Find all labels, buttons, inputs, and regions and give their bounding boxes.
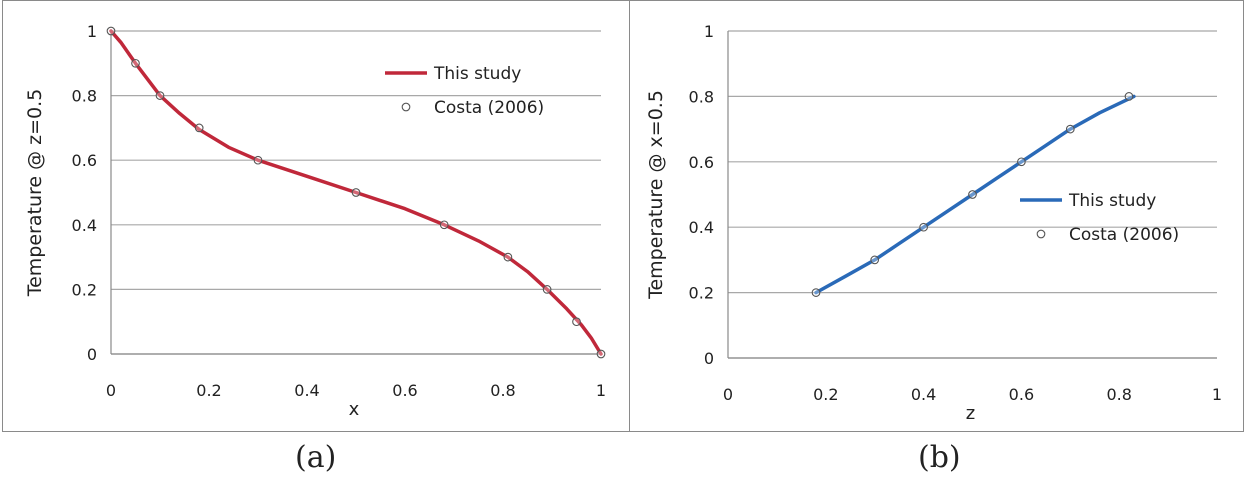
x-tick-label-a: 1 [596, 381, 606, 400]
data-point-a [155, 91, 165, 100]
data-point-b [1017, 157, 1026, 167]
data-point-a [194, 123, 204, 133]
y-tick-label-a: 0.6 [72, 151, 97, 170]
y-axis-title-b: Temperature @ x=0.5 [645, 90, 667, 300]
data-point-a [572, 317, 581, 327]
x-tick-label-a: 0 [106, 381, 116, 400]
caption-b: (b) [918, 440, 961, 475]
data-point-b [870, 255, 880, 265]
chart-panel-a: 0 0.2 0.4 0.6 0.8 1 0 0.2 0.4 0.6 0.8 1 x Temperature… [2, 0, 630, 432]
x-tick-label-b: 1 [1212, 385, 1222, 404]
chart-panel-b: 0 0.2 0.4 0.6 0.8 1 0 0.2 0.4 0.6 0.8 1 z Temperature… [629, 0, 1244, 432]
x-tick-label-a: 0.2 [196, 381, 221, 400]
y-tick-label-a: 0.8 [72, 87, 97, 106]
caption-a: (a) [295, 440, 337, 475]
y-tick-label-a: 1 [87, 22, 97, 41]
y-axis-title-a: Temperature @ z=0.5 [24, 89, 46, 298]
legend-label-a: Costa (2006) [434, 98, 544, 118]
chart-a-svg: 0 0.2 0.4 0.6 0.8 1 0 0.2 0.4 0.6 0.8 1 x Temperature… [24, 22, 606, 420]
y-tick-label-b: 0.2 [689, 284, 714, 303]
x-tick-label-a: 0.8 [490, 381, 515, 400]
y-tick-label-b: 0.8 [689, 87, 714, 106]
x-tick-label-a: 0.6 [392, 381, 417, 400]
x-axis-title-a: x [349, 399, 360, 420]
data-point-a [131, 58, 140, 68]
y-tick-label-b: 1 [704, 22, 714, 41]
data-point-b [919, 222, 928, 232]
data-point-a [596, 349, 606, 359]
series-line-b [814, 94, 1136, 295]
legend-label-a: This study [433, 64, 521, 84]
data-point-a [439, 220, 449, 230]
legend-label-b: This study [1068, 191, 1156, 211]
y-tick-label-b: 0.4 [689, 218, 714, 237]
x-tick-label-b: 0.6 [1009, 385, 1034, 404]
legend-swatch-marker-a [401, 102, 411, 112]
y-tick-label-b: 0 [704, 349, 714, 368]
x-tick-label-b: 0.4 [911, 385, 936, 404]
x-axis-title-b: z [966, 403, 975, 424]
data-point-b [1065, 124, 1075, 134]
x-tick-label-b: 0.2 [813, 385, 838, 404]
x-tick-label-a: 0.4 [294, 381, 319, 400]
data-point-a [542, 285, 552, 294]
y-tick-label-b: 0.6 [689, 153, 714, 172]
series-line-a [109, 29, 603, 356]
y-tick-label-a: 0.4 [72, 216, 97, 235]
y-tick-label-a: 0.2 [72, 280, 97, 299]
data-point-a [106, 26, 116, 36]
data-point-b [811, 288, 821, 297]
legend-swatch-marker-b [1036, 229, 1046, 239]
data-point-b [1124, 92, 1134, 101]
y-tick-label-a: 0 [87, 345, 97, 364]
data-point-a [351, 188, 361, 197]
data-point-b [968, 190, 977, 199]
legend-label-b: Costa (2006) [1069, 225, 1179, 245]
x-tick-label-b: 0.8 [1106, 385, 1131, 404]
data-point-a [503, 252, 513, 262]
data-point-a [253, 155, 263, 165]
chart-b-svg: 0 0.2 0.4 0.6 0.8 1 0 0.2 0.4 0.6 0.8 1 z Temperature… [645, 22, 1222, 424]
x-tick-label-b: 0 [723, 385, 733, 404]
